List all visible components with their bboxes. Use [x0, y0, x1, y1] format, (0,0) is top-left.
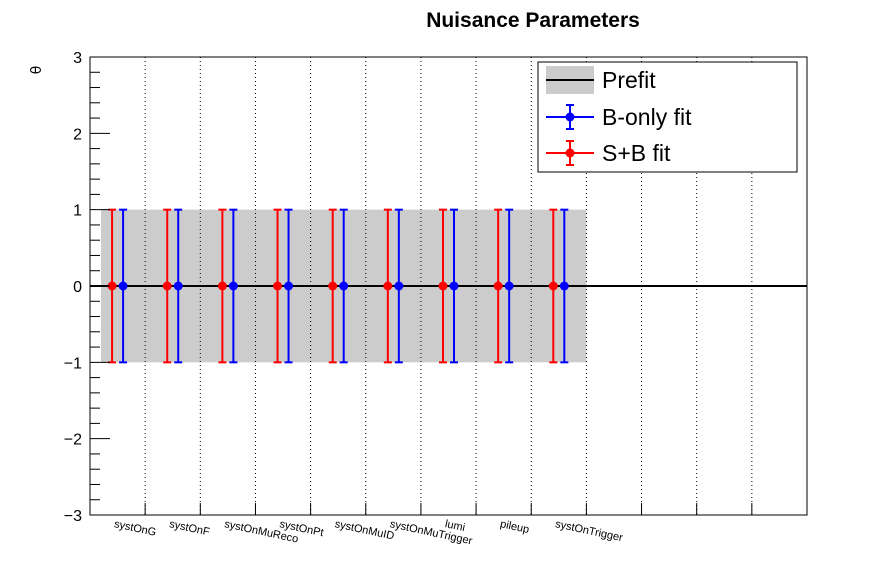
b-only-point — [118, 281, 128, 291]
sb-point — [162, 281, 172, 291]
sb-point — [548, 281, 558, 291]
b-only-point — [173, 281, 183, 291]
b-only-point — [339, 281, 349, 291]
y-tick-label: −1 — [64, 355, 82, 372]
chart-title: Nuisance Parameters — [426, 9, 640, 32]
legend-sb-marker — [565, 148, 575, 158]
sb-point — [273, 281, 283, 291]
y-tick-label: 2 — [73, 126, 82, 143]
sb-point — [107, 281, 117, 291]
category-label: systOnG — [113, 518, 157, 539]
legend-entry-sb: S+B fit — [546, 140, 671, 166]
b-only-point — [504, 281, 514, 291]
category-label: systOnF — [168, 518, 211, 538]
legend-prefit-label: Prefit — [602, 67, 656, 93]
category-label: lumi — [444, 518, 466, 534]
y-tick-label: −3 — [64, 508, 82, 525]
sb-point — [438, 281, 448, 291]
sb-point — [328, 281, 338, 291]
legend-entry-b-only: B-only fit — [546, 104, 692, 130]
legend-entry-prefit: Prefit — [546, 66, 656, 94]
b-only-point — [449, 281, 459, 291]
sb-point — [493, 281, 503, 291]
legend-b-only-label: B-only fit — [602, 104, 692, 130]
b-only-point — [284, 281, 294, 291]
category-label: systOnMuID — [334, 518, 396, 542]
b-only-point — [559, 281, 569, 291]
y-tick-label: 0 — [73, 279, 82, 296]
legend: Prefit B-only fit S+B fit — [537, 61, 798, 173]
legend-sb-label: S+B fit — [602, 140, 671, 166]
b-only-point — [394, 281, 404, 291]
category-label: systOnTrigger — [554, 518, 624, 544]
legend-b-only-marker — [565, 112, 575, 122]
y-tick-label: 3 — [73, 50, 82, 67]
category-label: pileup — [499, 518, 530, 536]
y-tick-label: 1 — [73, 203, 82, 220]
sb-point — [217, 281, 227, 291]
y-tick-label: −2 — [64, 432, 82, 449]
y-axis-label: θ — [29, 66, 45, 75]
b-only-point — [228, 281, 238, 291]
sb-point — [383, 281, 393, 291]
